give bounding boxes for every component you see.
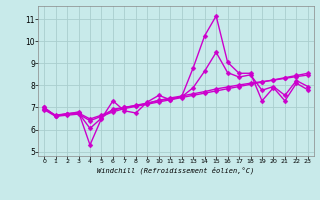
X-axis label: Windchill (Refroidissement éolien,°C): Windchill (Refroidissement éolien,°C) (97, 167, 255, 174)
